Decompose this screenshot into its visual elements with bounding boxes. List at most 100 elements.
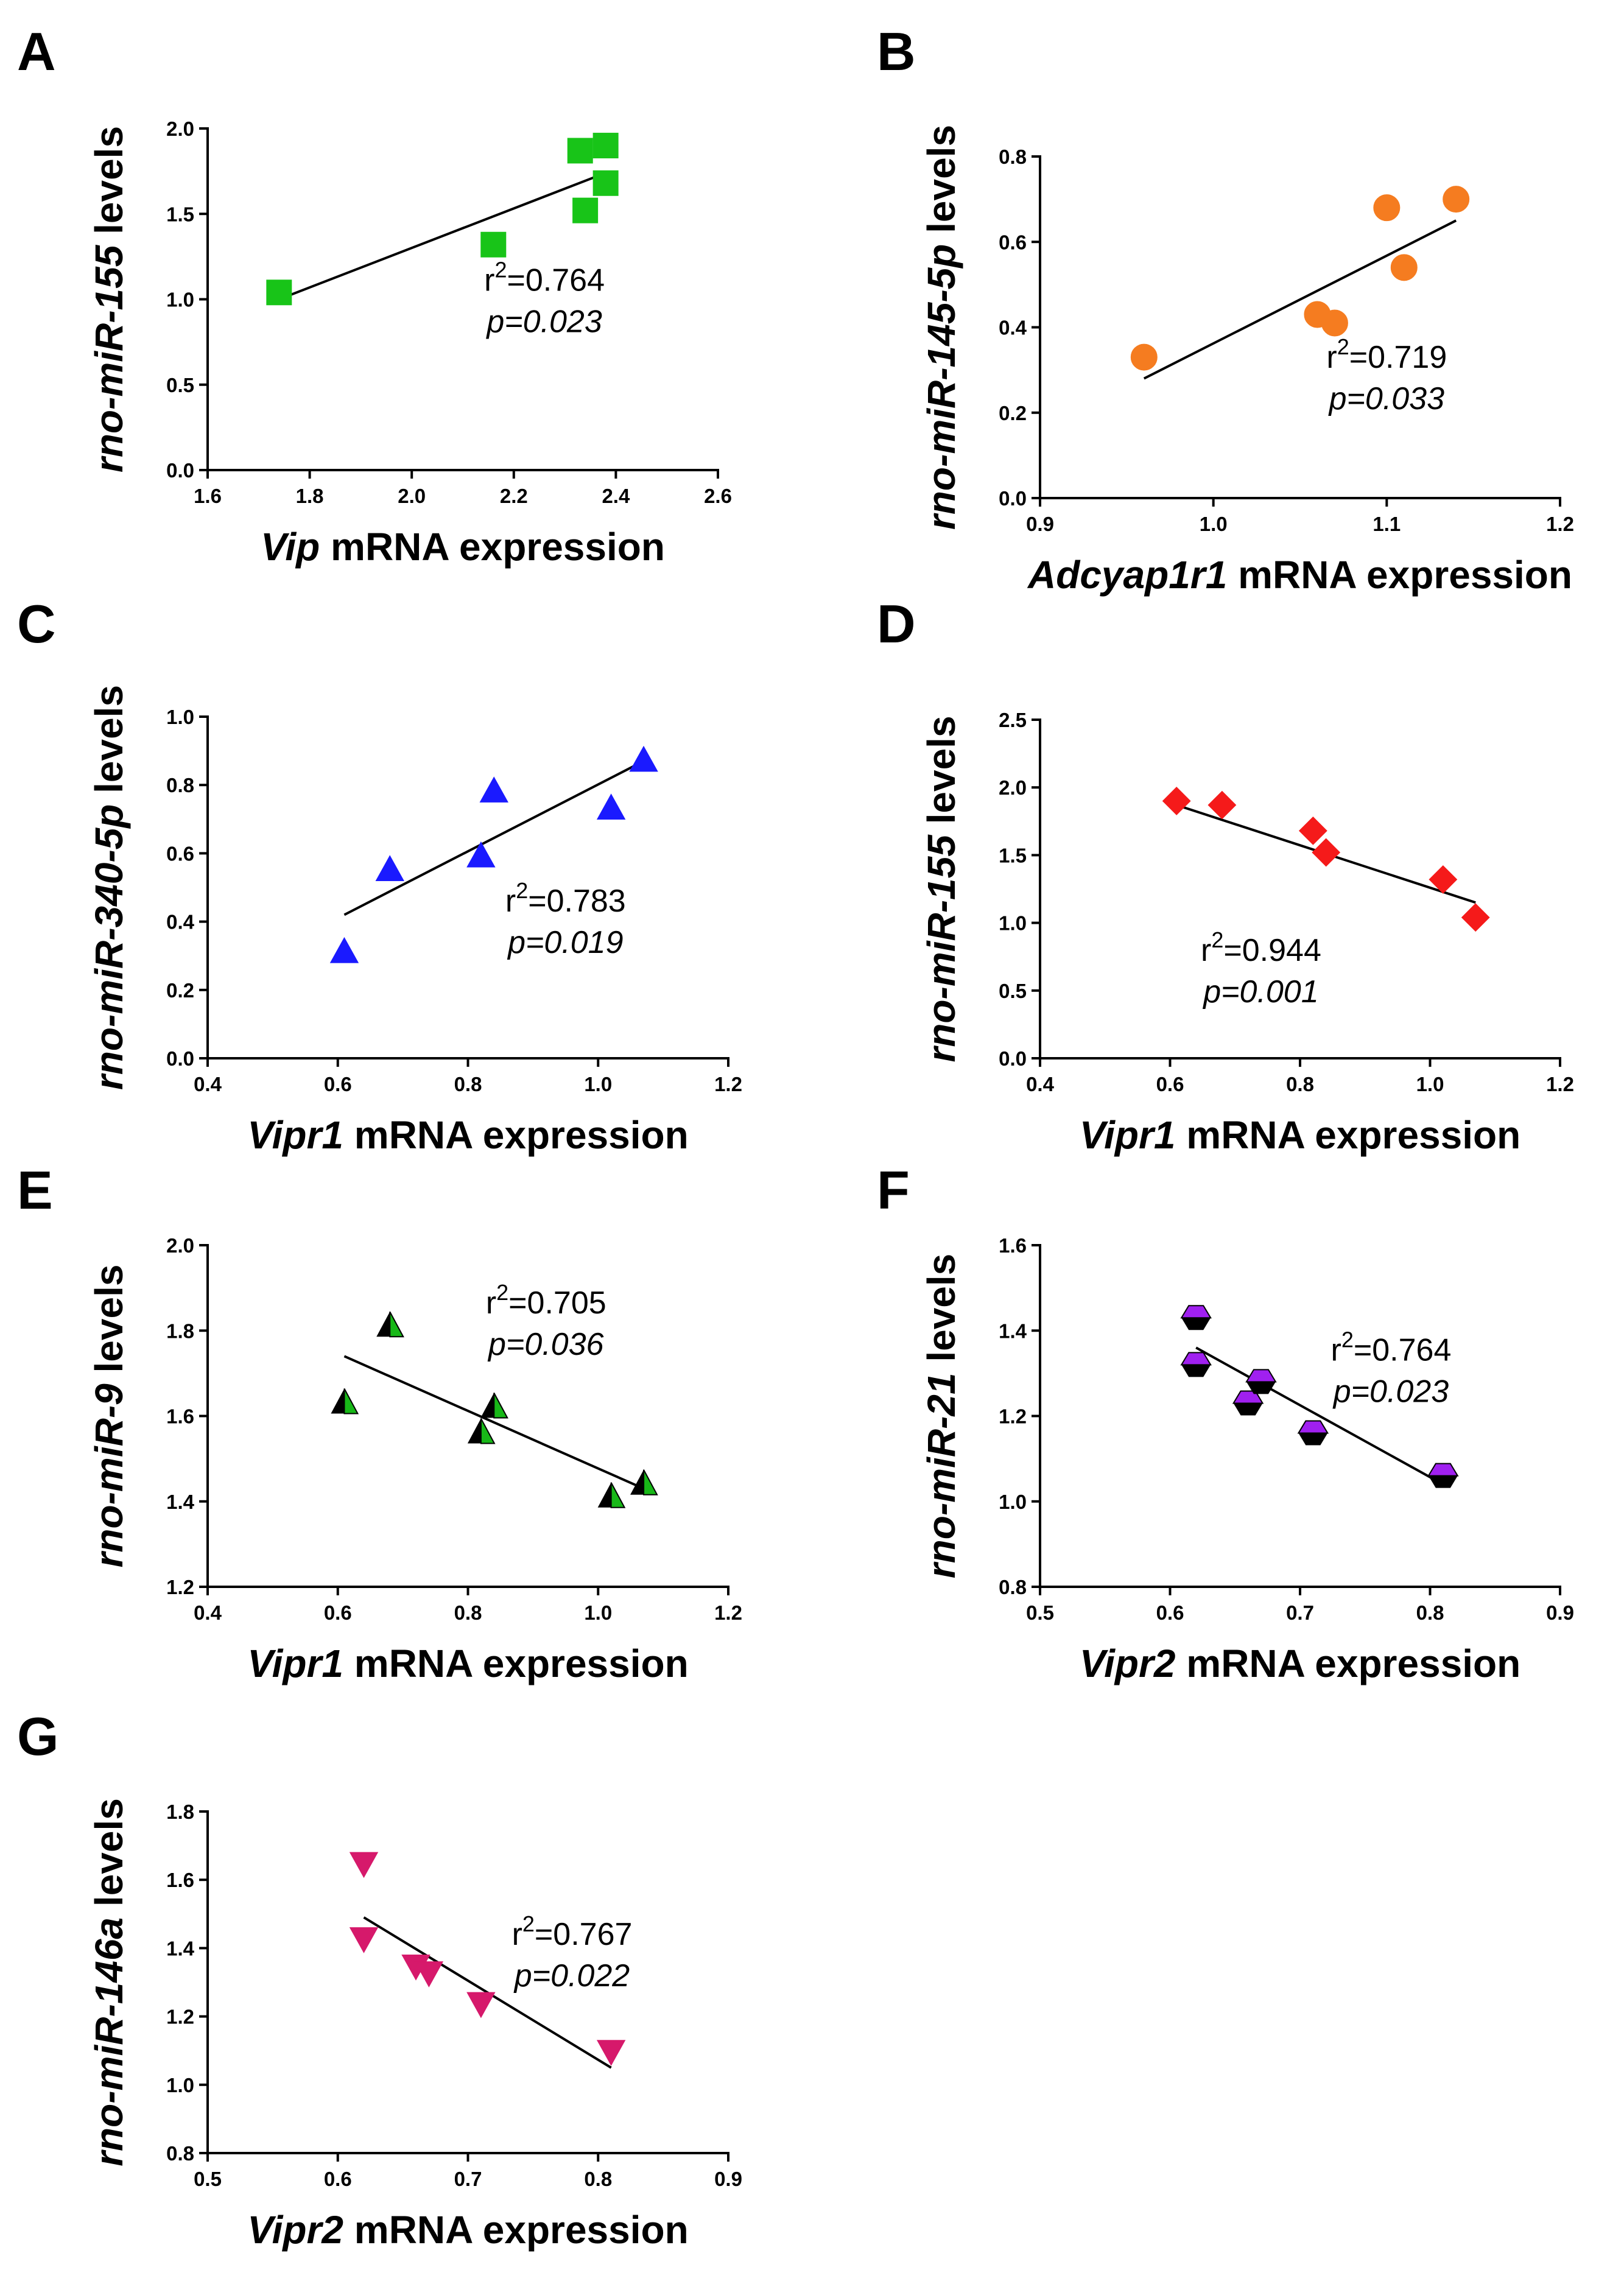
x-axis-title: Vipr2 mRNA expression xyxy=(1080,1642,1520,1685)
x-tick-label: 0.9 xyxy=(1546,1601,1574,1624)
panel-letter: D xyxy=(877,594,916,654)
panel-letter: E xyxy=(17,1160,53,1220)
x-axis-rest: mRNA expression xyxy=(1227,553,1572,597)
x-tick-label: 0.5 xyxy=(194,2168,222,2190)
regression-line xyxy=(1143,219,1457,380)
x-tick-label: 2.6 xyxy=(704,485,732,507)
y-tick-label: 2.0 xyxy=(166,118,194,140)
data-point-1 xyxy=(331,1388,359,1414)
x-axis-rest: mRNA expression xyxy=(320,525,665,569)
y-tick-label: 0.8 xyxy=(166,2142,194,2165)
data-point-4 xyxy=(480,1393,508,1419)
marker-color-half xyxy=(480,1418,496,1444)
panel-letter: B xyxy=(877,21,916,82)
r-exponent: 2 xyxy=(516,878,528,903)
x-axis-title: Vipr1 mRNA expression xyxy=(247,1642,688,1685)
x-tick-label: 0.8 xyxy=(454,1601,482,1624)
x-tick-label: 0.4 xyxy=(194,1073,222,1095)
data-point-6 xyxy=(1427,1463,1459,1488)
r-exponent: 2 xyxy=(496,1280,508,1305)
x-tick-label: 1.8 xyxy=(296,485,324,507)
y-tick-label: 1.5 xyxy=(999,844,1027,866)
x-tick-label: 1.0 xyxy=(584,1073,612,1095)
x-tick-label: 1.6 xyxy=(194,485,222,507)
y-tick-label: 0.6 xyxy=(999,231,1027,253)
p-value-label: p=0.033 xyxy=(1328,381,1444,416)
data-point-6 xyxy=(630,1469,658,1495)
marker-dark-half xyxy=(1246,1382,1276,1394)
x-axis-title: Vipr1 mRNA expression xyxy=(247,1113,688,1157)
x-tick-label: 0.6 xyxy=(1156,1073,1184,1095)
data-point-5 xyxy=(466,1992,496,2019)
y-tick-label: 1.0 xyxy=(166,706,194,728)
data-point-5 xyxy=(596,793,626,820)
y-tick-label: 0.2 xyxy=(999,402,1027,424)
y-axis-gene: rno-miR-145-5p xyxy=(919,244,963,530)
y-axis-gene: rno-miR-146a xyxy=(87,1917,131,2166)
y-tick-label: 1.6 xyxy=(166,1405,194,1428)
y-axis-gene: rno-miR-155 xyxy=(87,244,131,473)
panel-letter: C xyxy=(17,594,56,654)
data-point-5 xyxy=(592,170,619,196)
x-tick-label: 0.6 xyxy=(1156,1601,1184,1624)
y-tick-label: 1.4 xyxy=(166,1491,195,1513)
x-axis-gene: Vipr2 xyxy=(247,2208,343,2252)
x-tick-label: 0.8 xyxy=(584,2168,612,2190)
y-axis-title: rno-miR-155 levels xyxy=(87,126,131,473)
y-tick-label: 1.8 xyxy=(166,1801,194,1823)
r-exponent: 2 xyxy=(522,1911,535,1936)
y-axis-rest: levels xyxy=(919,715,963,835)
p-value-label: p=0.001 xyxy=(1202,974,1318,1010)
r-squared-label: r2=0.764 xyxy=(484,257,605,298)
y-tick-label: 0.5 xyxy=(999,980,1027,1002)
r-exponent: 2 xyxy=(1341,1327,1354,1352)
y-tick-label: 0.8 xyxy=(999,146,1027,168)
marker-color-half xyxy=(1180,1305,1212,1319)
p-value-label: p=0.019 xyxy=(507,925,623,960)
y-tick-label: 1.6 xyxy=(166,1869,194,1891)
y-axis-title: rno-miR-145-5p levels xyxy=(919,125,963,530)
p-value-label: p=0.036 xyxy=(487,1327,603,1362)
y-tick-label: 1.5 xyxy=(166,203,194,225)
regression-line xyxy=(1195,1346,1444,1486)
x-tick-label: 0.8 xyxy=(1416,1601,1444,1624)
y-tick-label: 0.5 xyxy=(166,374,194,396)
data-point-4 xyxy=(414,1961,444,1987)
marker-color-half xyxy=(493,1393,508,1419)
x-tick-label: 1.0 xyxy=(584,1601,612,1624)
marker-dark-half xyxy=(597,1482,611,1508)
r-symbol: r xyxy=(1331,1332,1341,1368)
p-value-label: p=0.022 xyxy=(513,1958,630,1994)
r-symbol: r xyxy=(512,1917,522,1952)
x-tick-label: 0.6 xyxy=(324,1073,352,1095)
x-axis-gene: Adcyap1r1 xyxy=(1027,553,1227,597)
data-point-4 xyxy=(479,776,508,803)
r-symbol: r xyxy=(484,262,494,298)
y-tick-label: 0.2 xyxy=(166,979,194,1002)
r-exponent: 2 xyxy=(1211,927,1223,952)
panel-d: D 0.4 0.6 0.8 1.0 1.2 0.0 0.5 1.0 1.5 2.0 2.5 Vipr1 … xyxy=(877,594,1574,1157)
y-axis-title: rno-miR-146a levels xyxy=(87,1798,131,2166)
x-tick-label: 0.7 xyxy=(454,2168,482,2190)
regression-line xyxy=(278,172,606,301)
y-tick-label: 0.6 xyxy=(166,842,194,865)
x-axis-gene: Vip xyxy=(261,525,320,569)
p-value-label: p=0.023 xyxy=(1332,1374,1449,1409)
y-tick-label: 1.2 xyxy=(999,1405,1027,1428)
data-point-3 xyxy=(466,841,496,868)
marker-dark-half xyxy=(480,1393,494,1418)
data-point-3 xyxy=(467,1418,496,1444)
x-tick-label: 0.9 xyxy=(714,2168,742,2190)
p-value-label: p=0.023 xyxy=(485,304,602,339)
y-axis-gene: rno-miR-9 xyxy=(87,1383,131,1568)
r-squared-value: =0.764 xyxy=(1354,1332,1452,1368)
data-point-3 xyxy=(1232,1390,1264,1416)
y-tick-label: 2.0 xyxy=(166,1234,194,1257)
y-axis-title: rno-miR-21 levels xyxy=(919,1254,963,1579)
x-axis-title: Vip mRNA expression xyxy=(261,525,665,569)
x-axis-gene: Vipr2 xyxy=(1080,1642,1176,1685)
x-tick-label: 0.4 xyxy=(1026,1073,1055,1095)
y-tick-label: 0.8 xyxy=(166,774,194,796)
data-point-5 xyxy=(1429,865,1458,894)
r-squared-value: =0.719 xyxy=(1349,340,1447,375)
